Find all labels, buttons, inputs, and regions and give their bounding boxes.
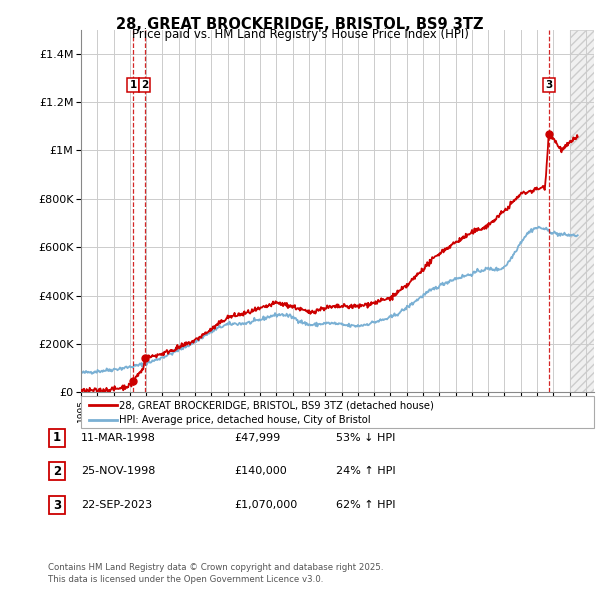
Text: 24% ↑ HPI: 24% ↑ HPI xyxy=(336,467,395,476)
Bar xyxy=(569,30,594,392)
FancyBboxPatch shape xyxy=(81,396,594,428)
Text: Price paid vs. HM Land Registry's House Price Index (HPI): Price paid vs. HM Land Registry's House … xyxy=(131,28,469,41)
Text: 1: 1 xyxy=(53,431,61,444)
Text: Contains HM Land Registry data © Crown copyright and database right 2025.
This d: Contains HM Land Registry data © Crown c… xyxy=(48,563,383,584)
Text: 2: 2 xyxy=(53,465,61,478)
Text: £1,070,000: £1,070,000 xyxy=(234,500,297,510)
Text: 3: 3 xyxy=(53,499,61,512)
Text: 28, GREAT BROCKERIDGE, BRISTOL, BS9 3TZ: 28, GREAT BROCKERIDGE, BRISTOL, BS9 3TZ xyxy=(116,17,484,31)
Text: 1: 1 xyxy=(130,80,137,90)
Text: 28, GREAT BROCKERIDGE, BRISTOL, BS9 3TZ (detached house): 28, GREAT BROCKERIDGE, BRISTOL, BS9 3TZ … xyxy=(119,400,434,410)
Text: 2: 2 xyxy=(141,80,148,90)
Text: 25-NOV-1998: 25-NOV-1998 xyxy=(81,467,155,476)
Text: 62% ↑ HPI: 62% ↑ HPI xyxy=(336,500,395,510)
Bar xyxy=(569,30,594,392)
Text: 11-MAR-1998: 11-MAR-1998 xyxy=(81,433,156,442)
Text: 3: 3 xyxy=(545,80,553,90)
FancyBboxPatch shape xyxy=(49,463,65,480)
FancyBboxPatch shape xyxy=(49,429,65,447)
FancyBboxPatch shape xyxy=(49,496,65,514)
Text: £140,000: £140,000 xyxy=(234,467,287,476)
Text: £47,999: £47,999 xyxy=(234,433,280,442)
Text: 53% ↓ HPI: 53% ↓ HPI xyxy=(336,433,395,442)
Text: HPI: Average price, detached house, City of Bristol: HPI: Average price, detached house, City… xyxy=(119,415,371,425)
Text: 22-SEP-2023: 22-SEP-2023 xyxy=(81,500,152,510)
